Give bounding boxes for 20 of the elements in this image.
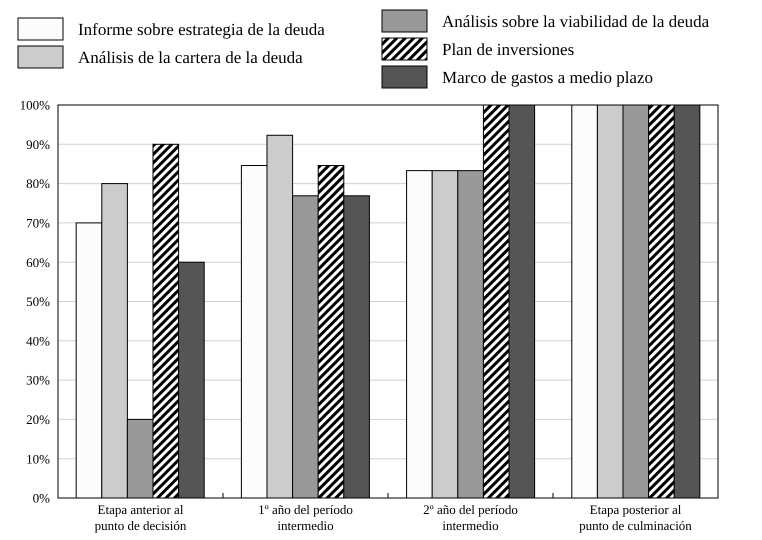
y-tick-label: 20%	[26, 412, 50, 427]
legend-label: Análisis sobre la viabilidad de la deuda	[442, 12, 710, 31]
y-tick-label: 40%	[26, 333, 50, 348]
legend-label: Informe sobre estrategia de la deuda	[78, 20, 326, 39]
y-tick-label: 70%	[26, 215, 50, 230]
legend-label: Plan de inversiones	[442, 40, 574, 59]
y-tick-label: 100%	[20, 98, 50, 113]
y-tick-label: 10%	[26, 451, 50, 466]
legend-label: Marco de gastos a medio plazo	[442, 68, 654, 87]
x-tick-label: Etapa posterior al punto de culminación	[579, 502, 692, 533]
y-tick-label: 80%	[26, 176, 50, 192]
x-tick-label: Etapa anterior al punto de decisión	[94, 502, 187, 533]
y-tick-label: 60%	[26, 254, 50, 270]
y-tick-label: 30%	[26, 372, 50, 388]
x-tick-label: 2º año del período intermedio	[423, 502, 518, 533]
x-tick-label: 1º año del período intermedio	[258, 502, 353, 533]
y-tick-label: 0%	[32, 490, 50, 506]
y-tick-label: 50%	[26, 294, 50, 310]
legend-label: Análisis de la cartera de la deuda	[78, 48, 304, 67]
y-tick-label: 90%	[26, 136, 50, 152]
